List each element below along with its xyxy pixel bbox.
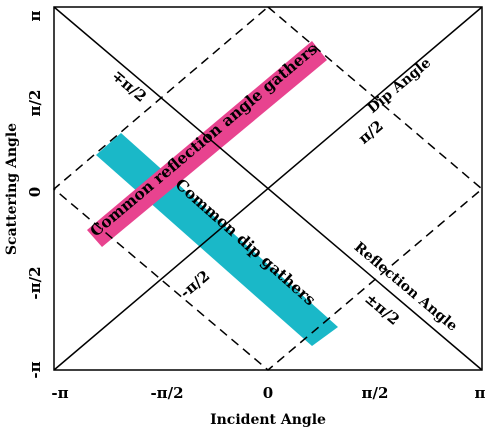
dashed-diamond	[52, 6, 484, 371]
y-axis-label: Scattering Angle	[4, 123, 20, 255]
y-tick-label: -π	[26, 361, 44, 378]
x-tick-label: 0	[263, 384, 273, 402]
upper-right-diamond-label: π/2	[355, 117, 387, 148]
dip-gathers-band	[96, 133, 338, 346]
x-tick-label: π/2	[362, 384, 389, 402]
lower-left-diamond-label: -π/2	[176, 267, 213, 302]
y-tick-label: π/2	[26, 90, 44, 117]
upper-left-diamond-label: ∓π/2	[108, 67, 150, 106]
y-tick-label: -π/2	[26, 266, 44, 299]
x-tick-label: -π	[51, 384, 68, 402]
y-tick-label: 0	[26, 187, 44, 197]
lower-right-diamond-label: ±π/2	[361, 290, 403, 329]
reflection-angle-axis	[53, 6, 483, 371]
y-tick-label: π	[26, 10, 44, 21]
x-axis-label: Incident Angle	[210, 412, 326, 428]
reflection-gathers-band	[87, 41, 327, 247]
x-tick-label: π	[475, 384, 486, 402]
dip-angle-label: Dip Angle	[365, 55, 434, 117]
x-tick-label: -π/2	[150, 384, 183, 402]
